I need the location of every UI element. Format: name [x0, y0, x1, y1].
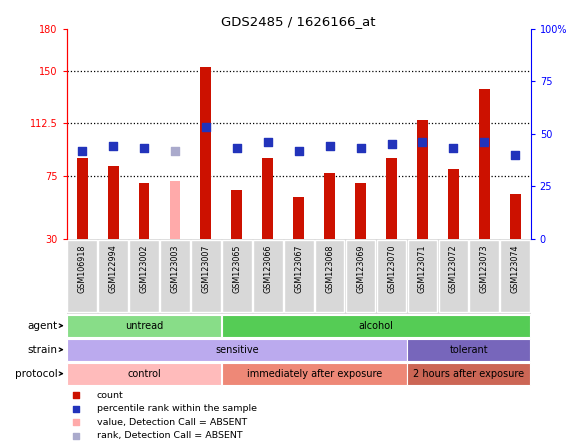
FancyBboxPatch shape: [376, 240, 407, 312]
Text: control: control: [127, 369, 161, 379]
Point: [480, 139, 489, 146]
FancyBboxPatch shape: [222, 363, 407, 385]
Point: [449, 145, 458, 152]
Point: [418, 139, 427, 146]
Point: [201, 124, 211, 131]
Text: 2 hours after exposure: 2 hours after exposure: [414, 369, 524, 379]
Text: GSM123070: GSM123070: [387, 245, 396, 293]
Text: percentile rank within the sample: percentile rank within the sample: [97, 404, 257, 413]
FancyBboxPatch shape: [315, 240, 345, 312]
Text: rank, Detection Call = ABSENT: rank, Detection Call = ABSENT: [97, 431, 242, 440]
Text: GSM123073: GSM123073: [480, 245, 489, 293]
FancyBboxPatch shape: [407, 363, 530, 385]
Bar: [386, 158, 397, 239]
Point: [325, 143, 334, 150]
Bar: [262, 158, 273, 239]
FancyBboxPatch shape: [346, 240, 375, 312]
Text: GSM123069: GSM123069: [356, 245, 365, 293]
Point: [510, 151, 520, 159]
Bar: [293, 197, 304, 239]
Bar: [169, 181, 180, 239]
Point: [232, 145, 241, 152]
Text: GSM123007: GSM123007: [201, 245, 211, 293]
Point: [263, 139, 273, 146]
Bar: [324, 173, 335, 239]
FancyBboxPatch shape: [98, 240, 128, 312]
Text: GSM106918: GSM106918: [78, 245, 86, 293]
FancyBboxPatch shape: [284, 240, 314, 312]
Bar: [108, 166, 118, 239]
Point: [71, 432, 81, 439]
Text: count: count: [97, 391, 124, 400]
Point: [71, 392, 81, 399]
FancyBboxPatch shape: [222, 315, 530, 337]
Text: value, Detection Call = ABSENT: value, Detection Call = ABSENT: [97, 418, 247, 427]
Bar: [448, 169, 459, 239]
Point: [387, 141, 396, 148]
Bar: [231, 190, 242, 239]
FancyBboxPatch shape: [501, 240, 530, 312]
FancyBboxPatch shape: [408, 240, 437, 312]
FancyBboxPatch shape: [160, 240, 190, 312]
Bar: [417, 120, 428, 239]
Text: GSM123066: GSM123066: [263, 245, 272, 293]
Text: strain: strain: [27, 345, 57, 355]
FancyBboxPatch shape: [67, 339, 407, 361]
Text: alcohol: alcohol: [358, 321, 393, 331]
Text: GSM123002: GSM123002: [140, 245, 148, 293]
Point: [71, 419, 81, 426]
Text: agent: agent: [27, 321, 57, 331]
Text: GSM122994: GSM122994: [108, 245, 118, 293]
FancyBboxPatch shape: [438, 240, 468, 312]
Text: GSM123003: GSM123003: [171, 245, 179, 293]
Bar: [201, 67, 211, 239]
Point: [139, 145, 148, 152]
Text: immediately after exposure: immediately after exposure: [246, 369, 382, 379]
Title: GDS2485 / 1626166_at: GDS2485 / 1626166_at: [222, 15, 376, 28]
Bar: [510, 194, 521, 239]
FancyBboxPatch shape: [67, 315, 221, 337]
Point: [294, 147, 303, 154]
Point: [171, 147, 180, 154]
Text: untread: untread: [125, 321, 163, 331]
FancyBboxPatch shape: [67, 240, 97, 312]
Point: [71, 405, 81, 412]
FancyBboxPatch shape: [407, 339, 530, 361]
FancyBboxPatch shape: [191, 240, 221, 312]
FancyBboxPatch shape: [253, 240, 282, 312]
Bar: [139, 183, 150, 239]
Point: [356, 145, 365, 152]
Point: [78, 147, 87, 154]
Bar: [355, 183, 366, 239]
Text: GSM123065: GSM123065: [233, 245, 241, 293]
Text: GSM123072: GSM123072: [449, 245, 458, 293]
Bar: [479, 89, 490, 239]
FancyBboxPatch shape: [129, 240, 159, 312]
FancyBboxPatch shape: [67, 363, 221, 385]
Text: sensitive: sensitive: [215, 345, 259, 355]
Point: [108, 143, 118, 150]
Text: GSM123068: GSM123068: [325, 245, 334, 293]
Text: tolerant: tolerant: [450, 345, 488, 355]
Text: GSM123067: GSM123067: [294, 245, 303, 293]
FancyBboxPatch shape: [222, 240, 252, 312]
Text: GSM123074: GSM123074: [511, 245, 520, 293]
FancyBboxPatch shape: [469, 240, 499, 312]
Text: protocol: protocol: [14, 369, 57, 379]
Text: GSM123071: GSM123071: [418, 245, 427, 293]
Bar: [77, 158, 88, 239]
